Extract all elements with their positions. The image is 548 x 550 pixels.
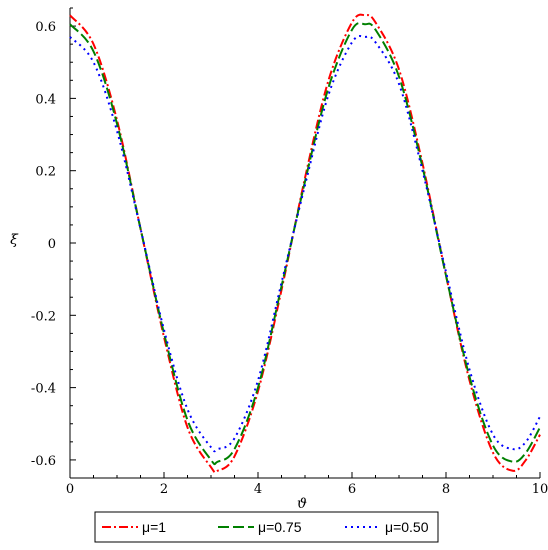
legend-label-3: μ=0.50 xyxy=(385,519,429,535)
x-tick-label: 8 xyxy=(442,482,450,497)
axes xyxy=(69,8,540,479)
series-line-1 xyxy=(69,13,541,474)
x-tick-label: 4 xyxy=(254,482,262,497)
y-tick-label: -0.6 xyxy=(31,454,56,469)
legend-label-2: μ=0.75 xyxy=(258,519,302,535)
x-tick-label: 10 xyxy=(532,482,548,497)
y-tick-label: 0.2 xyxy=(35,165,56,180)
y-tick-label: -0.4 xyxy=(31,382,56,397)
legend: μ=1 μ=0.75 μ=0.50 xyxy=(94,511,439,543)
series-group xyxy=(69,13,541,474)
y-tick-label: 0.4 xyxy=(35,92,56,107)
series-line-3 xyxy=(69,35,541,453)
y-tick-label: 0.6 xyxy=(35,20,56,35)
x-tick-label: 0 xyxy=(66,482,74,497)
ticks: 0 2 4 6 8 10 -0.6 -0.4 -0.2 0 0.2 0.4 0.6 xyxy=(31,7,548,497)
y-axis-label: ξ xyxy=(10,232,19,248)
legend-label-1: μ=1 xyxy=(142,519,166,535)
y-tick-label: 0 xyxy=(48,237,56,252)
series-line-2 xyxy=(69,22,541,466)
x-axis-label: ϑ xyxy=(297,496,307,512)
x-tick-label: 6 xyxy=(348,482,356,497)
y-tick-label: -0.2 xyxy=(31,309,56,324)
legend-box xyxy=(94,511,439,543)
x-tick-label: 2 xyxy=(160,482,168,497)
